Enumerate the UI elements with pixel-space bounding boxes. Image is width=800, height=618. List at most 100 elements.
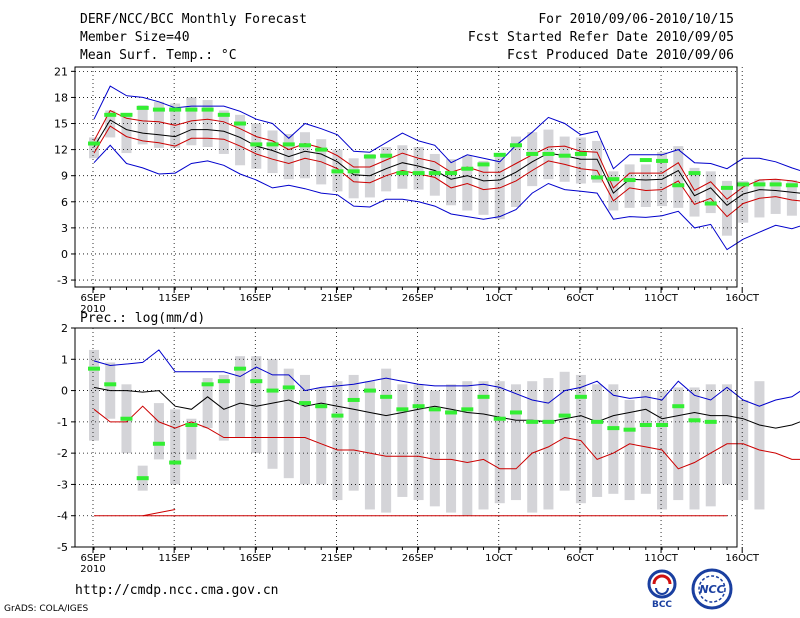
prec-observed-mark: [120, 416, 133, 421]
temp-observed-mark: [542, 151, 555, 156]
prec-spread-box: [689, 387, 700, 510]
prec-spread-box: [592, 384, 603, 497]
temp-spread-box: [527, 132, 538, 187]
prec-observed-mark: [88, 366, 100, 371]
temp-observed-mark: [234, 121, 247, 126]
temp-observed-mark: [298, 143, 311, 148]
temp-observed-mark: [185, 107, 198, 112]
prec-spread-box: [478, 381, 489, 510]
ncc-logo: NCC: [691, 568, 733, 610]
refer-date: Fcst Started Refer Date 2010/09/05: [467, 30, 734, 45]
temp-observed-mark: [477, 162, 490, 167]
temp-spread-box: [218, 110, 229, 154]
prec-max-line: [93, 349, 800, 407]
temp-spread-box: [121, 113, 132, 154]
temp-spread-box: [673, 146, 684, 208]
prec-xtick-label: 11OCT: [644, 553, 679, 564]
prec-ytick-label: 0: [61, 385, 68, 398]
temp-spread-box: [575, 137, 586, 184]
produced-date: Fcst Produced Date 2010/09/06: [507, 48, 734, 63]
prec-spread-box: [494, 381, 505, 504]
temp-upper-line: [93, 109, 800, 200]
temp-ytick-label: 3: [61, 222, 68, 235]
prec-spread-box: [705, 384, 716, 507]
prec-observed-mark: [591, 419, 604, 424]
prec-observed-mark: [526, 419, 539, 424]
temp-observed-mark: [380, 153, 393, 158]
temp-ytick-label: 21: [54, 65, 68, 78]
temp-spread-box: [786, 180, 797, 216]
prec-ytick-label: -1: [57, 416, 68, 429]
prec-spread-box: [267, 359, 278, 469]
prec-observed-mark: [104, 382, 117, 387]
temp-spread-box: [299, 132, 310, 179]
prec-spread-box: [283, 368, 294, 479]
temp-spread-box: [267, 130, 278, 174]
temp-observed-mark: [607, 177, 620, 182]
temp-lower-line: [93, 125, 800, 218]
prec-ytick-label: -4: [57, 510, 68, 523]
prec-spread-box: [218, 374, 229, 441]
bcc-logo: BCC: [647, 569, 677, 610]
prec-spread-box: [543, 378, 554, 510]
temp-observed-mark: [704, 201, 717, 206]
chart-title: DERF/NCC/BCC Monthly Forecast: [80, 12, 307, 27]
temp-observed-mark: [445, 171, 458, 176]
temp-spread-box: [721, 180, 732, 236]
prec-xtick-label: 11SEP: [158, 553, 189, 564]
prec-observed-mark: [298, 401, 311, 406]
source-url[interactable]: http://cmdp.ncc.cma.gov.cn: [75, 583, 279, 598]
grads-credit: GrADS: COLA/IGES: [4, 604, 89, 614]
prec-spread-box: [462, 381, 473, 516]
prec-observed-mark: [509, 410, 522, 415]
precip-panel-title: Prec.: log(mm/d): [80, 311, 205, 326]
temp-xtick-label: 6OCT: [566, 293, 594, 304]
temp-observed-mark: [688, 171, 701, 176]
prec-spread-box: [299, 374, 310, 485]
prec-spread-upper-line: [93, 405, 800, 470]
temp-observed-mark: [152, 107, 165, 112]
prec-observed-mark: [347, 397, 360, 402]
temp-spread-box: [608, 171, 619, 211]
prec-spread-box: [559, 371, 570, 491]
temp-spread-box: [413, 147, 424, 190]
temp-observed-mark: [120, 112, 133, 117]
prec-xtick-label: 1OCT: [485, 553, 513, 564]
member-size: Member Size=40: [80, 30, 190, 45]
temp-observed-mark: [639, 158, 652, 163]
prec-frame: [74, 327, 738, 548]
prec-observed-mark: [201, 382, 214, 387]
forecast-period: For 2010/09/06-2010/10/15: [538, 12, 734, 27]
prec-spread-box: [446, 384, 457, 513]
temp-spread-box: [689, 167, 700, 217]
prec-observed-mark: [152, 441, 165, 446]
prec-spread-box: [429, 390, 440, 507]
prec-spread-box: [510, 384, 521, 501]
temp-spread-box: [348, 158, 359, 199]
prec-observed-mark: [639, 422, 652, 427]
temp-spread-box: [624, 164, 635, 208]
prec-spread-box: [721, 384, 732, 485]
prec-ytick-label: -2: [57, 447, 68, 460]
prec-observed-mark: [136, 476, 149, 481]
temp-observed-mark: [266, 142, 279, 147]
prec-observed-mark: [428, 407, 441, 412]
prec-spread-box: [397, 384, 408, 497]
prec-xtick-label: 21SEP: [321, 553, 352, 564]
ncc-logo-text: NCC: [699, 583, 724, 596]
temp-observed-mark: [737, 182, 750, 187]
prec-observed-mark: [607, 426, 620, 431]
prec-spread-box: [186, 418, 197, 460]
variable-label: Mean Surf. Temp.: °C: [80, 48, 237, 63]
temp-spread-box: [705, 171, 716, 214]
prec-xtick-label: 16SEP: [240, 553, 271, 564]
prec-observed-mark: [282, 385, 295, 390]
prec-spread-box: [575, 374, 586, 504]
temp-max-line: [93, 85, 800, 172]
temp-observed-mark: [672, 183, 685, 188]
temp-mean-line: [93, 119, 800, 206]
prec-spread-box: [608, 384, 619, 494]
prec-year-label: 2010: [80, 564, 105, 575]
temp-observed-mark: [201, 107, 214, 112]
